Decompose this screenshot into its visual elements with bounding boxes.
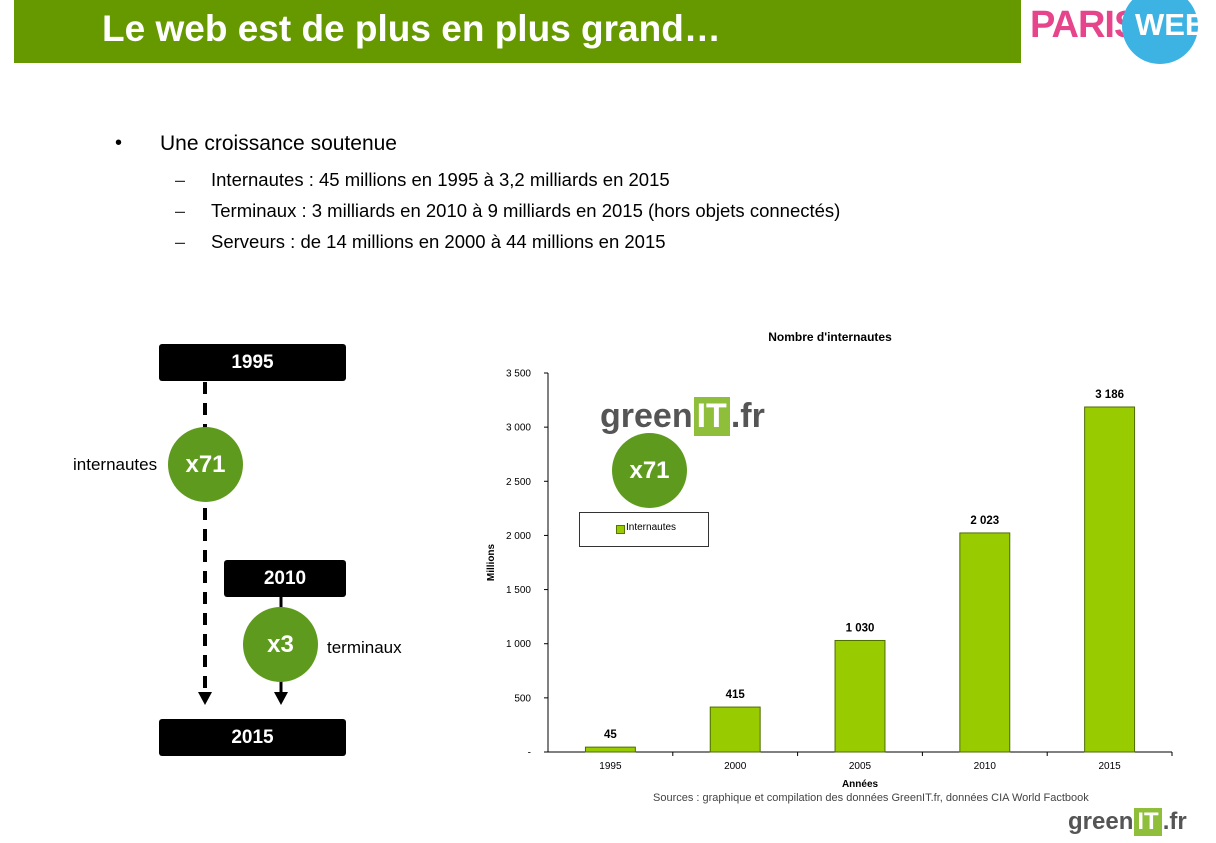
data-label: 1 030 — [846, 622, 875, 634]
sub-dash: – — [175, 232, 186, 252]
bar — [584, 746, 636, 753]
y-axis-label: Millions — [486, 543, 497, 581]
y-tick-label: 500 — [514, 693, 531, 704]
y-tick-label: 2 000 — [506, 531, 531, 542]
legend-label: Internautes — [626, 522, 677, 533]
y-tick-label: 1 000 — [506, 639, 531, 650]
x-tick-label: 2000 — [724, 761, 747, 772]
x-tick-label: 2015 — [1098, 761, 1121, 772]
y-tick-label: 3 500 — [506, 369, 531, 380]
data-label: 3 186 — [1095, 389, 1124, 401]
y-tick-label: - — [528, 748, 531, 759]
page-title: Le web est de plus en plus grand… — [102, 8, 721, 49]
greenit-watermark: green IT .fr — [600, 397, 765, 436]
sub-dash: – — [175, 170, 186, 190]
chart-legend: Internautes — [579, 512, 709, 547]
greenit-green-text: green — [1068, 808, 1134, 835]
x-tick-label: 2005 — [849, 761, 872, 772]
bar — [1084, 406, 1136, 753]
timeline-year-mid: 2010 — [224, 560, 346, 597]
y-tick-label: 1 500 — [506, 585, 531, 596]
label-internautes: internautes — [73, 455, 158, 474]
sub-bullet-terminaux: Terminaux : 3 milliards en 2010 à 9 mill… — [211, 200, 841, 221]
sub-bullet-internautes: Internautes : 45 millions en 1995 à 3,2 … — [211, 169, 670, 190]
x-axis-label: Années — [842, 779, 879, 790]
sub-bullet-serveurs: Serveurs : de 14 millions en 2000 à 44 m… — [211, 231, 666, 252]
data-label: 2 023 — [970, 515, 999, 527]
chart-source: Sources : graphique et compilation des d… — [653, 792, 1089, 804]
x-tick-label: 2010 — [974, 761, 997, 772]
bullet-marker: • — [115, 132, 123, 154]
logo-web-circle — [1122, 0, 1198, 64]
logo-web-text: WEB — [1135, 7, 1208, 42]
chart-annotation-x71: x71 — [612, 433, 687, 508]
data-label: 415 — [726, 689, 746, 701]
greenit-it-text: IT — [693, 397, 730, 436]
greenit-fr-text: .fr — [730, 397, 765, 435]
timeline-year-start: 1995 — [159, 344, 346, 381]
logo-paris-text: PARIS — [1030, 4, 1139, 46]
greenit-fr-text: .fr — [1162, 808, 1187, 835]
x-tick-label: 1995 — [599, 761, 622, 772]
multiplier-terminaux: x3 — [243, 607, 318, 682]
bar — [959, 532, 1011, 753]
greenit-logo-bottom: green IT .fr — [1068, 808, 1187, 836]
greenit-it-text: IT — [1134, 808, 1162, 836]
greenit-green-text: green — [600, 397, 693, 435]
y-tick-label: 2 500 — [506, 477, 531, 488]
title-bar — [14, 0, 1021, 63]
label-terminaux: terminaux — [327, 638, 402, 657]
chart-title: Nombre d'internautes — [768, 330, 892, 344]
y-tick-label: 3 000 — [506, 423, 531, 434]
legend-swatch — [616, 525, 625, 534]
multiplier-internautes: x71 — [168, 427, 243, 502]
data-label: 45 — [604, 729, 617, 741]
bar — [709, 706, 761, 753]
timeline-year-end: 2015 — [159, 719, 346, 756]
bullet-main: Une croissance soutenue — [160, 132, 397, 155]
paris-web-logo: PARIS WEB — [1022, 0, 1207, 64]
bar — [834, 639, 886, 753]
sub-dash: – — [175, 201, 186, 221]
